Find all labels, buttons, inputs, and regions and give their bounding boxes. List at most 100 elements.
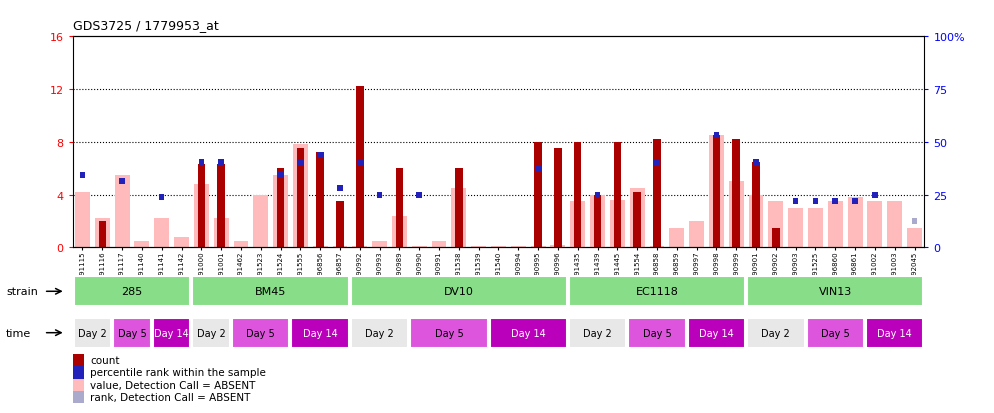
Bar (593, 195, 601, 248)
Text: Day 5: Day 5 (821, 328, 850, 338)
Bar (253, 195, 268, 248)
Text: Day 14: Day 14 (154, 328, 189, 338)
Bar (451, 189, 466, 248)
Bar (911, 218, 917, 224)
Text: value, Detection Call = ABSENT: value, Detection Call = ABSENT (90, 380, 255, 390)
Bar (119, 179, 125, 185)
Bar (888, 202, 903, 248)
Bar (199, 159, 204, 165)
Bar (729, 182, 744, 248)
Bar (491, 247, 506, 248)
Bar (768, 202, 783, 248)
Bar (75, 192, 89, 248)
Bar (713, 136, 721, 248)
Bar (649, 247, 664, 248)
Bar (159, 195, 164, 201)
Text: Day 5: Day 5 (247, 328, 275, 338)
Bar (714, 133, 720, 139)
Text: Day 2: Day 2 (761, 328, 790, 338)
Bar (396, 169, 404, 248)
Bar (574, 142, 581, 248)
Bar (277, 173, 283, 178)
Bar (134, 241, 149, 248)
Bar (316, 153, 324, 248)
Text: GDS3725 / 1779953_at: GDS3725 / 1779953_at (73, 19, 219, 31)
Bar (669, 228, 684, 248)
Bar (377, 192, 383, 198)
Bar (852, 199, 858, 205)
Bar (455, 169, 462, 248)
Bar (828, 202, 843, 248)
Bar (174, 237, 189, 248)
Bar (753, 159, 758, 165)
Bar (908, 228, 922, 248)
Bar (535, 142, 542, 248)
Text: time: time (6, 328, 31, 338)
Text: percentile rank within the sample: percentile rank within the sample (90, 368, 266, 377)
Text: BM45: BM45 (255, 287, 286, 297)
Bar (833, 199, 838, 205)
Bar (273, 176, 288, 248)
Bar (788, 208, 803, 248)
Bar (198, 165, 205, 248)
Bar (416, 192, 422, 198)
Bar (709, 136, 724, 248)
Text: DV10: DV10 (444, 287, 474, 297)
Bar (471, 247, 486, 248)
Bar (214, 219, 229, 248)
Bar (689, 221, 704, 248)
Bar (848, 198, 863, 248)
Bar (94, 219, 109, 248)
Text: Day 14: Day 14 (303, 328, 338, 338)
Text: strain: strain (6, 287, 38, 297)
Bar (654, 159, 660, 165)
Text: rank, Detection Call = ABSENT: rank, Detection Call = ABSENT (90, 392, 250, 402)
Bar (194, 185, 209, 248)
Text: Day 5: Day 5 (642, 328, 671, 338)
Bar (353, 247, 367, 248)
Bar (594, 192, 600, 198)
Text: EC1118: EC1118 (635, 287, 679, 297)
Bar (276, 169, 284, 248)
Text: Day 2: Day 2 (583, 328, 612, 338)
Bar (813, 199, 818, 205)
Bar (114, 176, 129, 248)
Bar (536, 166, 541, 172)
Bar (653, 140, 661, 248)
Bar (317, 153, 323, 159)
Text: VIN13: VIN13 (819, 287, 852, 297)
Bar (333, 247, 348, 248)
Bar (297, 159, 303, 165)
Bar (630, 189, 644, 248)
Bar (392, 216, 407, 248)
Text: 285: 285 (121, 287, 142, 297)
Bar (219, 159, 224, 165)
Bar (159, 195, 164, 201)
Bar (234, 241, 248, 248)
Bar (633, 192, 641, 248)
Text: Day 14: Day 14 (699, 328, 734, 338)
Text: Day 14: Day 14 (511, 328, 546, 338)
Bar (119, 179, 125, 185)
Bar (752, 162, 759, 248)
Bar (571, 202, 585, 248)
Bar (872, 192, 878, 198)
Text: Day 14: Day 14 (878, 328, 912, 338)
Bar (337, 185, 343, 192)
Text: Day 2: Day 2 (365, 328, 394, 338)
Bar (296, 149, 304, 248)
Text: Day 5: Day 5 (117, 328, 146, 338)
Bar (218, 165, 225, 248)
Bar (313, 247, 328, 248)
Bar (613, 142, 621, 248)
Text: Day 5: Day 5 (434, 328, 463, 338)
Bar (357, 159, 363, 165)
Bar (293, 145, 308, 248)
Bar (511, 247, 526, 248)
Bar (808, 208, 823, 248)
Bar (551, 245, 566, 248)
Bar (412, 247, 426, 248)
Bar (748, 195, 763, 248)
Text: Day 2: Day 2 (197, 328, 226, 338)
Bar (80, 173, 85, 178)
